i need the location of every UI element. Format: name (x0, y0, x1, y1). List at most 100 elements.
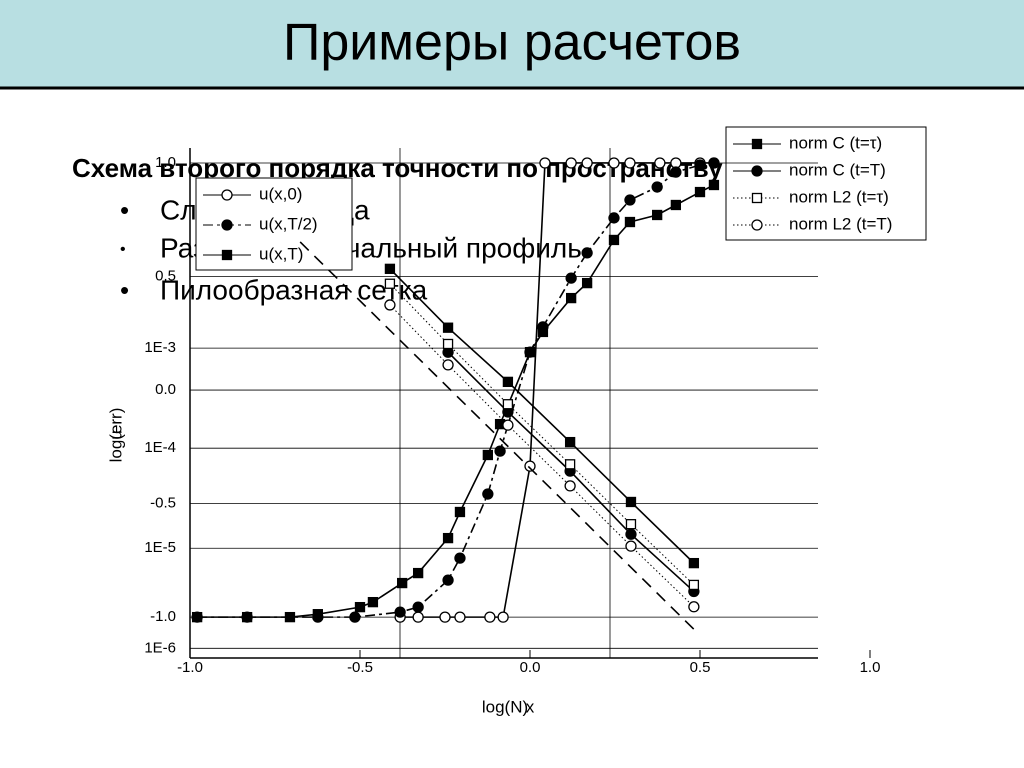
x-tick-label: -0.5 (347, 659, 373, 676)
marker (454, 611, 466, 623)
y-tick-label: 1E-5 (144, 539, 176, 556)
marker (454, 552, 466, 564)
marker (241, 611, 253, 623)
x-axis-label: x (526, 697, 535, 716)
x-tick-label: 0.5 (690, 659, 711, 676)
marker (564, 459, 576, 470)
marker (312, 609, 323, 620)
series-line (299, 241, 695, 630)
marker (442, 574, 454, 586)
marker (751, 138, 763, 150)
marker (397, 577, 408, 589)
marker (624, 216, 636, 228)
marker (625, 528, 637, 540)
bullet-mark: • (120, 195, 129, 225)
marker (565, 157, 577, 169)
marker (221, 189, 233, 201)
marker (384, 278, 396, 289)
y-axis-label: u (106, 430, 125, 439)
marker (670, 199, 682, 211)
marker (439, 611, 451, 623)
y-tick-label: 1E-3 (144, 339, 176, 356)
y-tick-label: 0.0 (155, 381, 176, 398)
legend-label: u(x,T/2) (259, 214, 318, 233)
marker (482, 449, 493, 461)
marker (751, 165, 763, 177)
y-tick-label: 1E-4 (144, 439, 176, 456)
marker (412, 567, 424, 579)
series-line (197, 184, 715, 618)
series-line (389, 268, 695, 564)
marker (708, 157, 720, 169)
y-tick-label: 1.0 (155, 154, 176, 171)
marker (482, 488, 494, 500)
x-tick-label: 0.0 (520, 659, 541, 676)
marker (625, 540, 637, 552)
bullet-mark: • (120, 275, 129, 305)
marker (688, 601, 700, 613)
marker (502, 419, 514, 431)
marker (670, 166, 682, 178)
marker (221, 219, 233, 231)
marker (708, 179, 720, 191)
marker (564, 480, 576, 492)
marker (565, 292, 577, 304)
x-tick-label: 1.0 (860, 659, 881, 676)
marker (524, 460, 536, 472)
marker (654, 157, 666, 169)
y-tick-label: 1E-6 (144, 639, 176, 656)
marker (608, 212, 620, 224)
marker (751, 219, 763, 231)
marker (384, 263, 396, 274)
marker (537, 326, 549, 338)
marker (694, 159, 706, 171)
marker (367, 596, 379, 608)
y-tick-label: -1.0 (150, 608, 176, 625)
marker (454, 506, 466, 518)
x-tick-label: -1.0 (177, 659, 203, 676)
marker (651, 181, 663, 193)
marker (442, 532, 454, 544)
marker (564, 436, 576, 448)
bullet-mark: • (120, 241, 126, 258)
marker (349, 611, 361, 623)
marker (652, 209, 663, 221)
y-axis-label: log(err) (106, 408, 125, 463)
legend-label: norm L2 (t=T) (789, 214, 892, 233)
marker (524, 346, 536, 358)
marker (688, 557, 700, 569)
legend-label: u(x,0) (259, 184, 302, 203)
slide-title: Примеры расчетов (283, 14, 741, 72)
marker (581, 277, 593, 289)
marker (502, 399, 514, 410)
marker (384, 299, 396, 311)
bullet: Пилообразная сетка (160, 274, 428, 305)
marker (539, 157, 551, 169)
marker (694, 186, 706, 198)
marker (625, 496, 637, 508)
series-line (389, 304, 695, 608)
legend-label: norm C (t=T) (789, 160, 886, 179)
marker (191, 611, 203, 623)
marker (442, 359, 454, 371)
marker (625, 519, 637, 530)
marker (284, 611, 296, 623)
marker (581, 247, 593, 259)
marker (221, 249, 233, 261)
series-line (400, 162, 714, 618)
header-band (0, 0, 1024, 88)
marker (688, 579, 700, 591)
marker (624, 194, 636, 206)
legend-label: norm C (t=τ) (789, 133, 882, 152)
marker (502, 376, 514, 388)
marker (565, 272, 577, 284)
marker (442, 322, 454, 333)
marker (484, 611, 496, 623)
marker (497, 611, 509, 623)
marker (608, 157, 620, 169)
plot-area (189, 148, 818, 659)
marker (581, 157, 593, 169)
marker (442, 338, 454, 350)
marker (354, 601, 366, 613)
